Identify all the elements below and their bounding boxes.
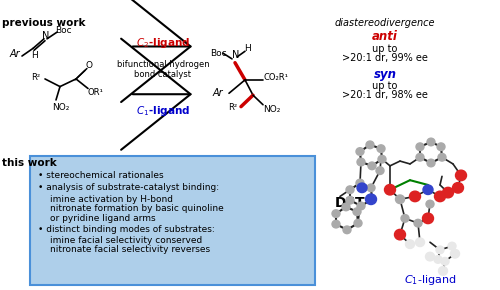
Text: imine facial selectivity conserved: imine facial selectivity conserved [50,235,202,244]
Text: OR¹: OR¹ [87,88,103,97]
Text: N: N [232,50,239,60]
Text: $\it{C}_2$-ligand: $\it{C}_2$-ligand [136,36,190,50]
Circle shape [346,186,354,193]
Circle shape [401,215,409,222]
Text: • distinct binding modes of substrates:: • distinct binding modes of substrates: [38,225,215,234]
Circle shape [366,141,374,149]
Circle shape [332,210,340,218]
Text: H: H [244,44,251,53]
Circle shape [376,167,384,175]
Circle shape [356,179,364,187]
Text: R²: R² [228,103,237,112]
Text: CO₂R¹: CO₂R¹ [263,72,288,81]
Text: up to: up to [372,44,398,54]
Circle shape [343,226,351,234]
Circle shape [438,153,446,161]
Circle shape [427,138,435,146]
Text: Ar: Ar [212,88,223,98]
Text: H: H [31,51,38,60]
Text: this work: this work [2,158,57,168]
Circle shape [367,184,375,192]
Circle shape [357,202,365,210]
Text: >20:1 dr, 98% ee: >20:1 dr, 98% ee [342,90,428,100]
Text: $\it{C}_1$-ligand: $\it{C}_1$-ligand [136,104,190,118]
Circle shape [377,145,385,153]
Circle shape [437,143,445,151]
Text: $\it{C}_1$-ligand: $\it{C}_1$-ligand [404,273,456,287]
Circle shape [410,191,420,202]
Text: • analysis of substrate-catalyst binding:: • analysis of substrate-catalyst binding… [38,183,219,192]
Circle shape [354,219,362,227]
Text: or pyridine ligand arms: or pyridine ligand arms [50,214,156,223]
Circle shape [434,255,442,263]
Circle shape [436,246,444,254]
Text: diastereodivergence: diastereodivergence [335,18,435,28]
Circle shape [368,195,376,203]
Circle shape [346,196,354,204]
Circle shape [442,187,454,198]
Circle shape [357,183,367,193]
Circle shape [434,191,446,202]
Text: syn: syn [374,68,396,81]
Text: DFT: DFT [335,196,366,211]
Text: R²: R² [31,72,40,81]
Circle shape [414,219,422,227]
Circle shape [396,195,404,204]
Text: O: O [86,61,93,70]
Circle shape [452,183,464,193]
Circle shape [438,267,448,275]
Bar [30,156,315,285]
Circle shape [353,208,361,215]
Circle shape [448,242,456,250]
Text: nitronate formation by basic quinoline: nitronate formation by basic quinoline [50,204,224,213]
Text: imine activation by H-bond: imine activation by H-bond [50,195,173,204]
Text: N: N [42,31,50,41]
Text: NO₂: NO₂ [263,105,280,114]
Circle shape [356,148,364,155]
Circle shape [423,185,433,195]
Circle shape [332,220,340,228]
Circle shape [416,143,424,151]
Text: anti: anti [372,30,398,43]
Text: up to: up to [372,81,398,91]
Circle shape [394,229,406,240]
Circle shape [416,238,424,246]
Circle shape [441,258,449,265]
Text: Ar: Ar [10,49,20,59]
Circle shape [357,158,365,166]
Circle shape [427,159,435,167]
Circle shape [450,249,460,258]
Text: Boc: Boc [55,26,72,35]
Circle shape [366,194,376,204]
Circle shape [416,153,424,161]
Circle shape [422,213,434,224]
Text: • stereochemical rationales: • stereochemical rationales [38,171,164,180]
Text: NO₂: NO₂ [52,103,70,112]
Circle shape [426,252,434,261]
Circle shape [378,155,386,163]
Circle shape [342,203,350,211]
Circle shape [406,240,414,249]
Circle shape [456,170,466,181]
Text: nitronate facial selectivity reverses: nitronate facial selectivity reverses [50,245,210,254]
Text: >20:1 dr, 99% ee: >20:1 dr, 99% ee [342,53,428,63]
Circle shape [426,200,434,208]
Text: previous work: previous work [2,18,86,28]
Circle shape [384,184,396,195]
Circle shape [368,162,376,170]
Text: bifunctional hydrogen
bond catalyst: bifunctional hydrogen bond catalyst [116,60,210,79]
Text: Boc: Boc [210,49,226,58]
